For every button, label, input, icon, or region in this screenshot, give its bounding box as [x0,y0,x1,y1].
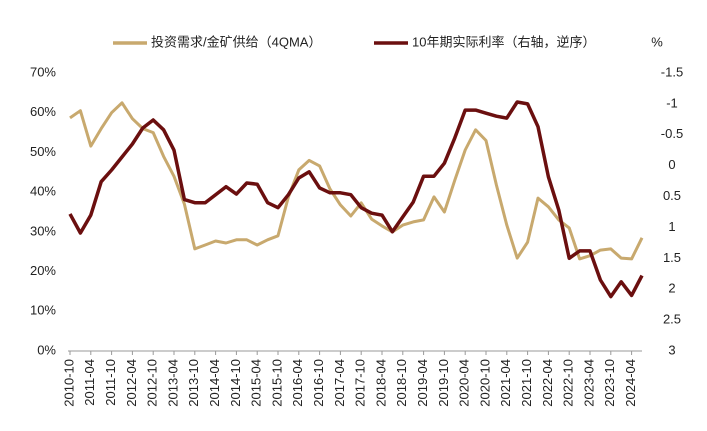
x-tick-label: 2021-10 [519,359,534,407]
x-tick-label: 2021-04 [498,359,513,407]
x-tick-label: 2012-04 [124,359,139,407]
x-tick-label: 2013-04 [165,359,180,407]
x-tick-label: 2024-04 [623,359,638,407]
series-line [69,101,644,261]
x-tick-label: 2022-04 [540,359,555,407]
x-tick-label: 2023-10 [602,359,617,407]
y2-unit-label: % [651,34,663,49]
y2-tick-label: -1 [666,95,678,110]
x-tick-label: 2023-04 [581,359,596,407]
y2-tick-label: 1.5 [663,250,681,265]
x-tick-label: 2017-10 [353,359,368,407]
x-tick-label: 2020-04 [457,359,472,407]
y-tick-label: 70% [30,64,56,79]
y2-tick-label: -0.5 [661,126,683,141]
x-tick-label: 2014-04 [207,359,222,407]
x-tick-label: 2020-10 [477,359,492,407]
x-tick-label: 2016-10 [311,359,326,407]
y-tick-label: 40% [30,184,56,199]
y2-tick-label: 3 [668,342,675,357]
x-tick-label: 2018-04 [373,359,388,407]
legend-label: 10年期实际利率（右轴，逆序） [412,34,595,49]
y-tick-label: 30% [30,223,56,238]
x-tick-label: 2011-10 [103,359,118,406]
y2-tick-label: 0 [668,157,675,172]
x-tick-label: 2014-10 [228,359,243,407]
y-tick-label: 50% [30,144,56,159]
x-tick-label: 2019-04 [415,359,430,407]
x-tick-label: 2017-04 [332,359,347,407]
x-tick-label: 2015-04 [249,359,264,407]
x-tick-label: 2016-04 [290,359,305,407]
y-tick-label: 60% [30,104,56,119]
y2-tick-label: 2.5 [663,312,681,327]
x-tick-label: 2013-10 [186,359,201,407]
x-tick-label: 2019-10 [436,359,451,407]
x-tick-label: 2022-10 [561,359,576,407]
x-tick-label: 2015-10 [269,359,284,407]
y-tick-label: 20% [30,263,56,278]
x-tick-label: 2018-10 [394,359,409,407]
series-line [68,100,644,299]
legend-label: 投资需求/金矿供给（4QMA） [151,34,321,49]
y2-tick-label: -1.5 [661,64,683,79]
x-tick-label: 2010-10 [61,359,76,407]
x-tick-label: 2011-04 [82,359,97,406]
y-tick-label: 10% [30,303,56,318]
y2-tick-label: 0.5 [663,188,681,203]
y2-tick-label: 1 [668,219,675,234]
y2-tick-label: 2 [668,281,675,296]
x-tick-label: 2012-10 [145,359,160,407]
y-tick-label: 0% [37,342,56,357]
